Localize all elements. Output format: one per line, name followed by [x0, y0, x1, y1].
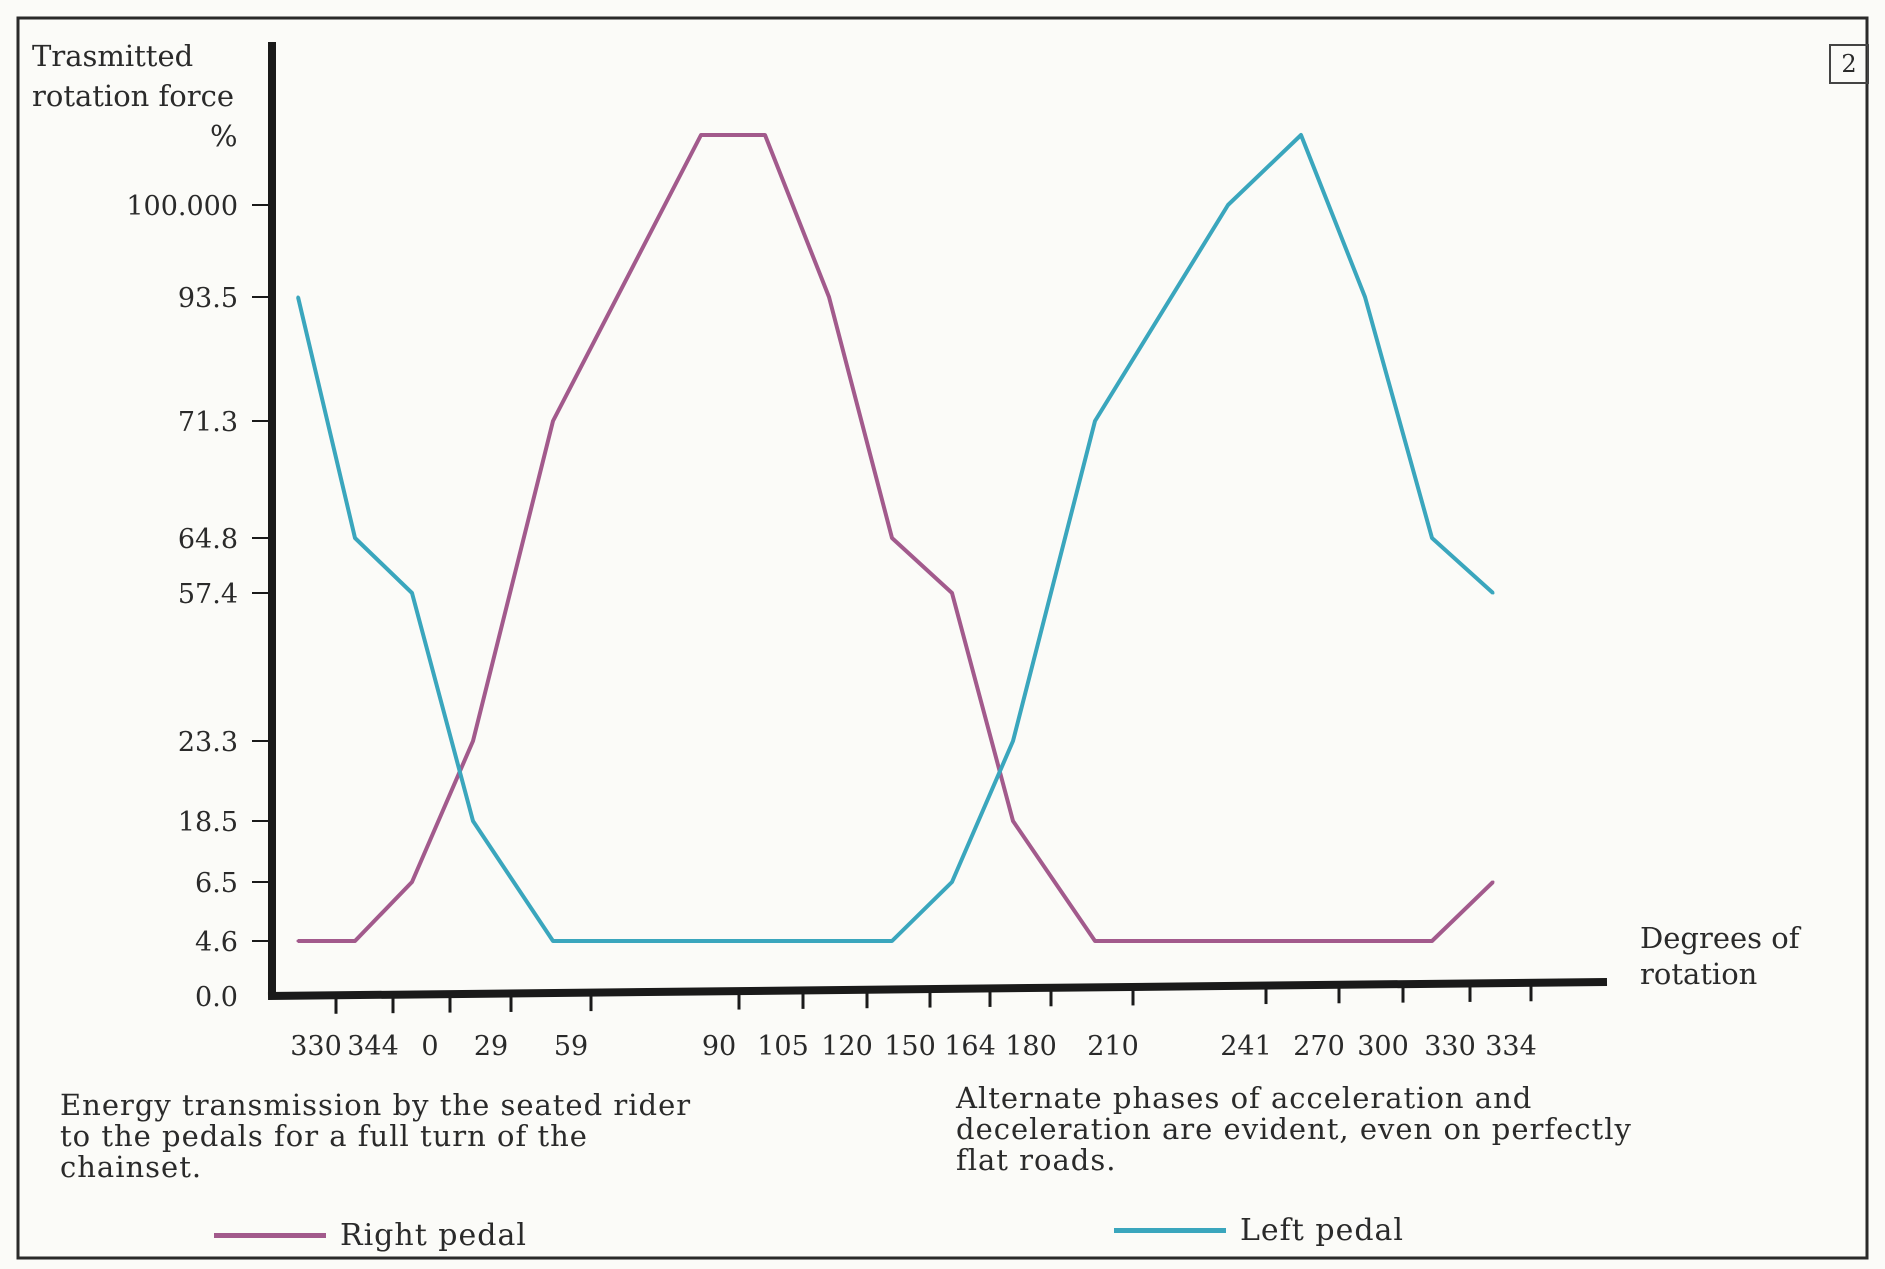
legend-label-right-pedal: Right pedal — [340, 1218, 527, 1253]
x-tick-label: 59 — [554, 1031, 588, 1062]
series-point — [471, 819, 475, 823]
series-point — [1226, 939, 1230, 943]
y-tick-label: 23.3 — [178, 727, 238, 758]
series-point — [1430, 536, 1434, 540]
x-tick-label: 344 — [347, 1031, 399, 1062]
series-point — [353, 939, 357, 943]
series-point — [1011, 739, 1015, 743]
series-point — [699, 133, 703, 137]
series-point — [763, 939, 767, 943]
series-point — [1430, 939, 1434, 943]
x-tick-label: 29 — [474, 1031, 508, 1062]
series-point — [950, 880, 954, 884]
x-tick-label: 270 — [1293, 1031, 1345, 1062]
y-tick-label: 6.5 — [195, 868, 238, 899]
series-point — [471, 739, 475, 743]
x-axis-title: Degrees of rotation — [1640, 921, 1802, 991]
series-point — [827, 295, 831, 299]
y-tick-label: 64.8 — [178, 524, 238, 555]
series-point — [1226, 203, 1230, 207]
x-tick-label: 330 — [290, 1031, 342, 1062]
series-point — [827, 939, 831, 943]
series-layer — [296, 133, 1495, 943]
y-axis-title: Trasmitted rotation force% — [32, 39, 238, 153]
series-point — [410, 880, 414, 884]
series-point — [296, 295, 300, 299]
series-point — [950, 591, 954, 595]
series-point — [890, 536, 894, 540]
y-tick-label: 4.6 — [195, 927, 238, 958]
y-ticks: 0.0 4.6 6.5 18.5 23.3 57.4 64.8 71.3 93.5 100.000 — [126, 191, 272, 1013]
x-tick-label: 150 — [884, 1031, 936, 1062]
x-tick-label: 90 — [702, 1031, 736, 1062]
y-tick-label: 93.5 — [178, 283, 238, 314]
x-tick-label: 120 — [821, 1031, 873, 1062]
y-tick-label: 0.0 — [195, 982, 238, 1013]
series-point — [1299, 939, 1303, 943]
x-tick-label: 241 — [1220, 1031, 1272, 1062]
x-tick-label: 105 — [757, 1031, 809, 1062]
series-point — [1299, 133, 1303, 137]
series-line-left-pedal — [296, 133, 1495, 943]
x-tick-label: 334 — [1485, 1031, 1537, 1062]
legend-swatch-right-pedal — [214, 1233, 326, 1238]
series-point — [763, 133, 767, 137]
series-point — [1093, 939, 1097, 943]
x-tick-label: 300 — [1357, 1031, 1409, 1062]
x-tick-label: 164 — [944, 1031, 996, 1062]
y-tick-label: 100.000 — [126, 191, 238, 222]
legend-label-left-pedal: Left pedal — [1240, 1213, 1405, 1248]
series-point — [1363, 939, 1367, 943]
series-point — [353, 536, 357, 540]
series-point — [1363, 295, 1367, 299]
series-point — [551, 419, 555, 423]
series-point — [1491, 880, 1495, 884]
x-tick-label: 210 — [1087, 1031, 1139, 1062]
series-point — [699, 939, 703, 943]
page-number-badge: 2 — [1829, 44, 1869, 84]
series-point — [410, 591, 414, 595]
y-tick-label: 18.5 — [178, 807, 238, 838]
legend-left-pedal: Left pedal — [1114, 1213, 1404, 1248]
x-tick-label: 0 — [421, 1031, 438, 1062]
legend-swatch-left-pedal — [1114, 1228, 1226, 1233]
page-frame — [16, 16, 1869, 1260]
series-point — [296, 939, 300, 943]
y-tick-label: 57.4 — [178, 579, 238, 610]
legend-right-pedal: Right pedal — [214, 1218, 527, 1253]
x-tick-label: 180 — [1005, 1031, 1057, 1062]
series-point — [1011, 819, 1015, 823]
x-axis — [267, 978, 1608, 1000]
series-point — [551, 939, 555, 943]
x-ticks: 330 344 0 29 59 90 105 120 150 164 180 210 241 270 300… — [290, 983, 1537, 1062]
caption-left: Energy transmission by the seated rider … — [60, 1088, 692, 1184]
caption-right: Alternate phases of acceleration and dec… — [956, 1081, 1632, 1177]
series-line-right-pedal — [298, 133, 1495, 943]
series-point — [1491, 591, 1495, 595]
series-point — [890, 939, 894, 943]
x-tick-label: 330 — [1424, 1031, 1476, 1062]
y-tick-label: 71.3 — [178, 407, 238, 438]
series-point — [1093, 419, 1097, 423]
